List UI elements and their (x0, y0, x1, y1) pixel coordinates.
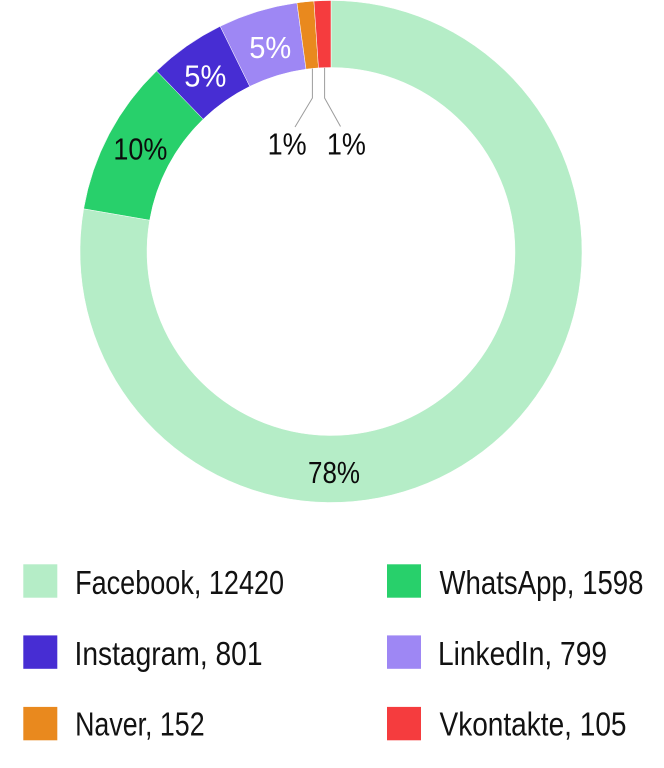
svg-text:Facebook, 12420: Facebook, 12420 (75, 564, 284, 601)
svg-text:Instagram, 801: Instagram, 801 (75, 635, 263, 672)
svg-text:1%: 1% (327, 126, 366, 161)
svg-text:78%: 78% (308, 455, 360, 490)
svg-text:Naver, 152: Naver, 152 (75, 705, 205, 742)
svg-text:5%: 5% (184, 58, 226, 93)
svg-text:LinkedIn, 799: LinkedIn, 799 (438, 635, 607, 672)
svg-text:1%: 1% (268, 126, 307, 161)
svg-text:WhatsApp, 1598: WhatsApp, 1598 (440, 564, 644, 601)
svg-text:5%: 5% (249, 30, 291, 65)
svg-text:Vkontakte, 105: Vkontakte, 105 (440, 705, 627, 742)
svg-text:10%: 10% (113, 131, 167, 166)
